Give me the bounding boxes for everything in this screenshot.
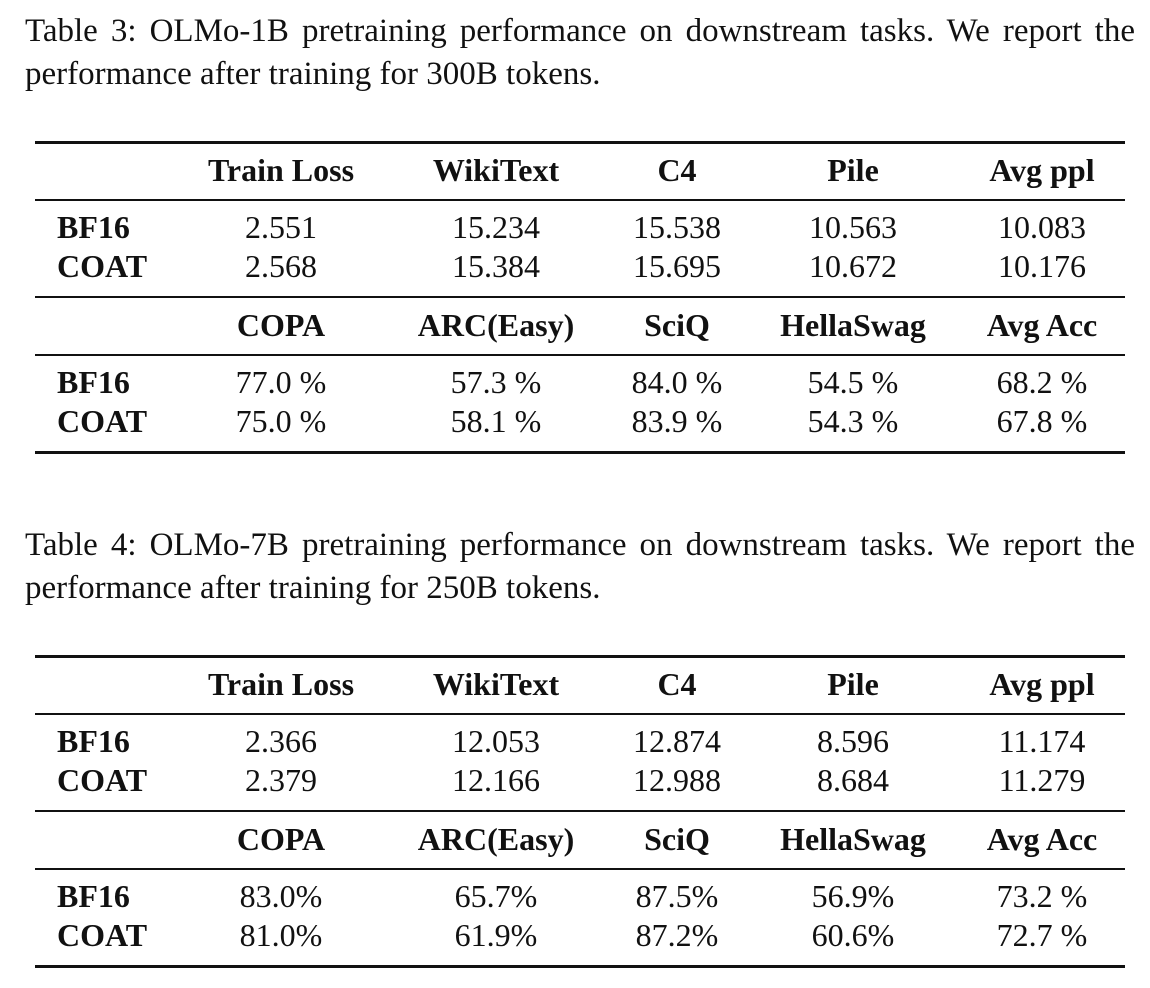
table-cell: 8.596: [817, 723, 889, 759]
table-cell: 10.672: [809, 248, 897, 284]
table-cell: 10.563: [809, 209, 897, 245]
mid-rule: [35, 354, 1125, 356]
table-cell: 75.0 %: [235, 403, 327, 439]
row-label: BF16: [57, 364, 130, 400]
column-header: Avg ppl: [989, 152, 1095, 188]
top-rule: [35, 655, 1125, 658]
table-caption: Table 4: OLMo-7B pretraining performance…: [25, 527, 1135, 606]
table-cell: 54.5 %: [807, 364, 899, 400]
column-header: COPA: [236, 821, 326, 857]
column-header: C4: [657, 152, 697, 188]
column-header: HellaSwag: [780, 307, 926, 343]
column-header: SciQ: [644, 821, 710, 857]
column-header: SciQ: [644, 307, 710, 343]
row-label: COAT: [57, 917, 148, 953]
table-cell: 84.0 %: [631, 364, 723, 400]
column-header: C4: [657, 666, 697, 702]
table-cell: 60.6%: [811, 917, 895, 953]
row-label: COAT: [57, 248, 148, 284]
table-cell: 15.538: [633, 209, 721, 245]
table-cell: 77.0 %: [235, 364, 327, 400]
table-cell: 61.9%: [454, 917, 538, 953]
table-cell: 2.568: [245, 248, 317, 284]
table-cell: 15.695: [633, 248, 721, 284]
column-header: Avg ppl: [989, 666, 1095, 702]
mid-rule: [35, 810, 1125, 812]
table-cell: 58.1 %: [450, 403, 542, 439]
table-cell: 12.053: [452, 723, 540, 759]
table-cell: 73.2 %: [996, 878, 1088, 914]
column-header: Train Loss: [207, 666, 355, 702]
table-cell: 15.234: [452, 209, 540, 245]
table-cell: 2.551: [245, 209, 317, 245]
table-cell: 57.3 %: [450, 364, 542, 400]
table-cell: 54.3 %: [807, 403, 899, 439]
mid-rule: [35, 296, 1125, 298]
bottom-rule: [35, 965, 1125, 968]
mid-rule: [35, 868, 1125, 870]
table-cell: 83.9 %: [631, 403, 723, 439]
table-cell: 12.166: [452, 762, 540, 798]
table-caption: Table 3: OLMo-1B pretraining performance…: [25, 13, 1135, 92]
table-cell: 11.174: [998, 723, 1086, 759]
table-cell: 65.7%: [454, 878, 538, 914]
row-label: BF16: [57, 878, 130, 914]
row-label: COAT: [57, 403, 148, 439]
table-cell: 11.279: [998, 762, 1086, 798]
table-cell: 2.379: [245, 762, 317, 798]
column-header: WikiText: [432, 152, 560, 188]
row-label: BF16: [57, 723, 130, 759]
mid-rule: [35, 199, 1125, 201]
top-rule: [35, 141, 1125, 144]
table-cell: 83.0%: [239, 878, 323, 914]
column-header: WikiText: [432, 666, 560, 702]
table-cell: 10.176: [998, 248, 1086, 284]
bottom-rule: [35, 451, 1125, 454]
table-cell: 87.2%: [635, 917, 719, 953]
column-header: Train Loss: [207, 152, 355, 188]
table-cell: 10.083: [998, 209, 1086, 245]
row-label: BF16: [57, 209, 130, 245]
column-header: ARC(Easy): [417, 821, 575, 857]
column-header: HellaSwag: [780, 821, 926, 857]
column-header: Avg Acc: [986, 821, 1098, 857]
mid-rule: [35, 713, 1125, 715]
table-cell: 72.7 %: [996, 917, 1088, 953]
column-header: COPA: [236, 307, 326, 343]
table-cell: 2.366: [245, 723, 317, 759]
column-header: Pile: [827, 152, 879, 188]
table-cell: 68.2 %: [996, 364, 1088, 400]
column-header: Avg Acc: [986, 307, 1098, 343]
table-cell: 87.5%: [635, 878, 719, 914]
table-cell: 81.0%: [239, 917, 323, 953]
table-cell: 12.874: [633, 723, 721, 759]
table-cell: 15.384: [452, 248, 540, 284]
column-header: Pile: [827, 666, 879, 702]
column-header: ARC(Easy): [417, 307, 575, 343]
table-cell: 56.9%: [811, 878, 895, 914]
table-cell: 8.684: [817, 762, 889, 798]
table-cell: 12.988: [633, 762, 721, 798]
table-cell: 67.8 %: [996, 403, 1088, 439]
row-label: COAT: [57, 762, 148, 798]
